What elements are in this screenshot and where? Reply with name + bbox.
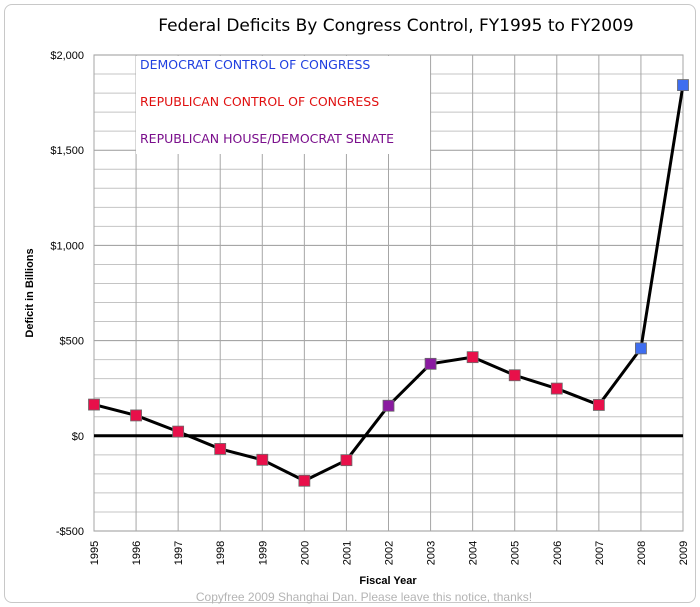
- x-tick-label: 2008: [636, 541, 648, 565]
- x-tick-label: 2003: [426, 541, 438, 565]
- data-point: [298, 474, 311, 487]
- x-tick-label: 2009: [678, 541, 690, 565]
- legend-entry-democrat: DEMOCRAT CONTROL OF CONGRESS: [140, 57, 370, 72]
- data-point: [214, 443, 227, 455]
- data-point: [550, 382, 563, 395]
- legend-entry-republican: REPUBLICAN CONTROL OF CONGRESS: [140, 94, 379, 109]
- data-point: [382, 399, 395, 412]
- deficit-series: [88, 79, 689, 487]
- data-point: [130, 409, 142, 422]
- x-tick-label: 1995: [89, 541, 101, 565]
- x-tick-label: 2001: [341, 541, 353, 565]
- x-tick-label: 1999: [257, 541, 269, 565]
- copyright-notice: Copyfree 2009 Shanghai Dan. Please leave…: [196, 590, 532, 604]
- data-point: [635, 342, 647, 355]
- y-tick-label: $500: [60, 336, 84, 348]
- x-tick-label: 2005: [510, 541, 522, 565]
- y-tick-label: $0: [72, 431, 84, 443]
- data-point: [466, 351, 479, 364]
- x-tick-label: 2004: [468, 541, 480, 565]
- x-tick-label: 1998: [215, 541, 227, 565]
- data-point: [256, 453, 269, 466]
- x-axis-ticks: 1995 1996 1997 1998 1999 2000 2001 2002 2003 2004…: [89, 541, 690, 565]
- x-tick-label: 2002: [384, 541, 396, 565]
- legend-entry-split: REPUBLICAN HOUSE/DEMOCRAT SENATE: [140, 131, 394, 146]
- data-point: [508, 369, 521, 382]
- y-tick-label: $1,000: [50, 240, 84, 252]
- chart-title: Federal Deficits By Congress Control, FY…: [158, 16, 634, 36]
- y-axis-ticks: $2,000 $1,500 $1,000 $500 $0 -$500: [50, 50, 84, 538]
- y-tick-label: -$500: [56, 526, 84, 538]
- x-tick-label: 2006: [552, 541, 564, 565]
- data-point: [677, 79, 689, 91]
- data-point: [424, 357, 437, 370]
- x-axis-label: Fiscal Year: [359, 575, 417, 587]
- x-tick-label: 2000: [299, 541, 311, 565]
- legend-background: [136, 56, 430, 154]
- data-point: [172, 425, 185, 438]
- y-tick-label: $1,500: [50, 145, 84, 157]
- x-tick-label: 1996: [131, 541, 143, 565]
- data-point: [88, 398, 100, 411]
- data-point: [592, 399, 605, 411]
- x-tick-label: 1997: [173, 541, 185, 565]
- y-axis-label: Deficit in Billions: [24, 248, 36, 337]
- data-point: [340, 454, 353, 467]
- y-tick-label: $2,000: [50, 50, 84, 62]
- legend: DEMOCRAT CONTROL OF CONGRESS REPUBLICAN C…: [136, 56, 430, 154]
- x-tick-label: 2007: [594, 541, 606, 565]
